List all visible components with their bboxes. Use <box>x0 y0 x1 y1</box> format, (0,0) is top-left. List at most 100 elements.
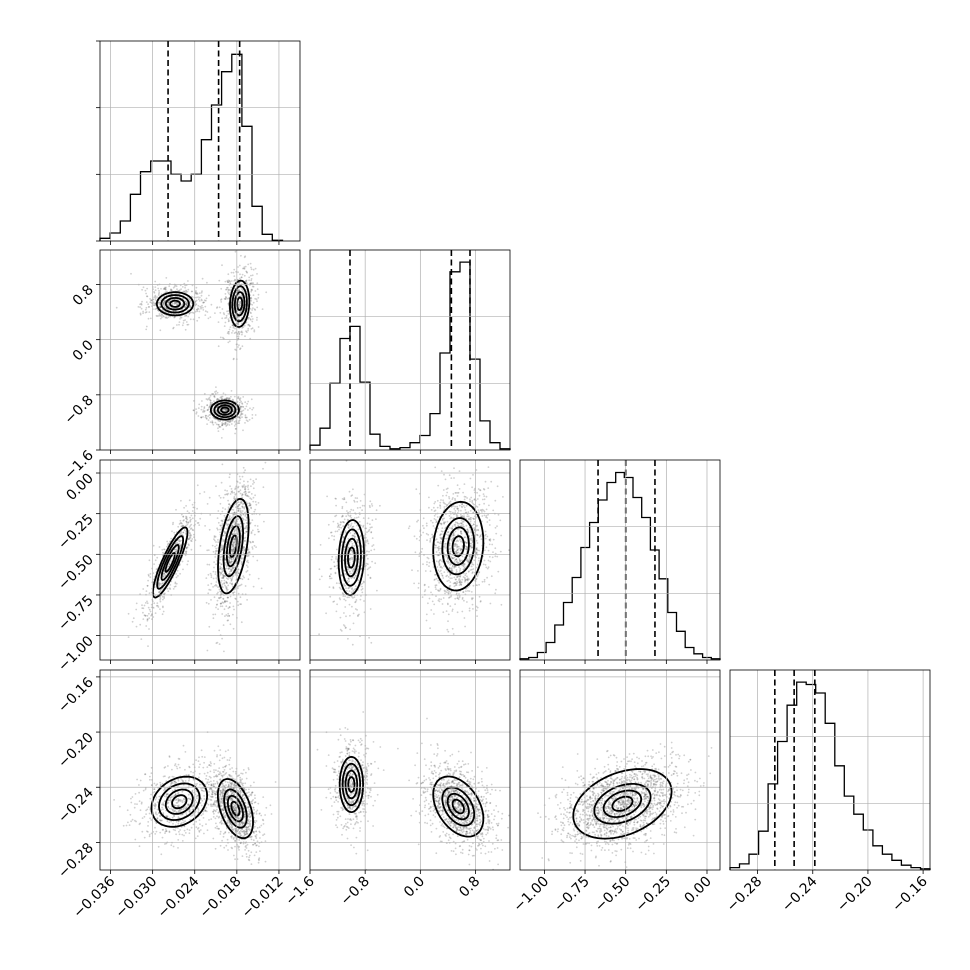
sample-point <box>219 790 222 793</box>
sample-point <box>252 268 255 271</box>
sample-point <box>165 316 168 319</box>
sample-point <box>185 315 188 317</box>
sample-point <box>244 488 246 491</box>
sample-point <box>246 486 249 488</box>
sample-point <box>174 543 177 545</box>
sample-point <box>182 568 184 571</box>
sample-point <box>188 312 191 314</box>
sample-point <box>240 405 242 408</box>
sample-point <box>203 761 206 764</box>
sample-point <box>252 487 255 490</box>
sample-point <box>230 797 233 800</box>
sample-point <box>222 598 225 600</box>
sample-point <box>163 572 166 575</box>
sample-point <box>238 475 241 478</box>
sample-point <box>212 803 215 806</box>
sample-point <box>215 409 217 412</box>
sample-point <box>234 571 237 574</box>
sample-point <box>226 420 229 423</box>
sample-point <box>205 418 208 420</box>
sample-point <box>240 412 243 414</box>
sample-point <box>181 286 184 288</box>
sample-point <box>223 297 226 300</box>
sample-point <box>217 827 220 830</box>
sample-point <box>239 347 242 350</box>
sample-point <box>240 501 243 504</box>
sample-point <box>217 591 219 594</box>
sample-point <box>203 410 206 412</box>
sample-point <box>249 793 252 796</box>
sample-point <box>141 288 144 291</box>
sample-point <box>204 299 207 302</box>
sample-point <box>148 311 151 313</box>
sample-point <box>219 524 222 527</box>
sample-point <box>183 519 185 521</box>
sample-point <box>150 603 153 606</box>
sample-point <box>224 408 227 411</box>
sample-point <box>222 577 225 579</box>
sample-point <box>224 814 227 817</box>
sample-point <box>165 277 168 279</box>
sample-point <box>224 615 226 617</box>
sample-point <box>221 422 224 424</box>
sample-point <box>228 820 231 823</box>
sample-point <box>181 779 184 782</box>
sample-point <box>224 298 227 300</box>
sample-point <box>234 778 236 781</box>
sample-point <box>250 279 253 282</box>
sample-point <box>234 809 237 812</box>
sample-point <box>171 782 174 784</box>
sample-point <box>202 416 204 418</box>
sample-point <box>205 577 208 579</box>
sample-point <box>159 819 162 822</box>
sample-point <box>232 777 235 780</box>
sample-point <box>240 779 242 782</box>
sample-point <box>191 806 193 808</box>
sample-point <box>177 778 180 781</box>
sample-point <box>232 399 235 402</box>
sample-point <box>221 605 224 608</box>
sample-point <box>236 397 239 399</box>
sample-point <box>168 301 170 303</box>
sample-point <box>210 784 213 787</box>
sample-point <box>263 520 265 523</box>
sample-point <box>216 781 219 784</box>
sample-point <box>244 833 247 836</box>
sample-point <box>245 485 247 488</box>
sample-point <box>256 840 259 843</box>
sample-point <box>222 835 225 838</box>
sample-point <box>207 584 210 586</box>
sample-point <box>237 422 240 424</box>
sample-point <box>159 589 162 591</box>
sample-point <box>225 493 228 495</box>
sample-point <box>148 559 151 562</box>
sample-point <box>222 807 225 809</box>
sample-point <box>214 552 217 554</box>
sample-point <box>223 582 226 584</box>
sample-point <box>152 301 155 303</box>
scatter-points <box>115 250 268 439</box>
sample-point <box>198 403 201 406</box>
sample-point <box>197 522 200 524</box>
sample-point <box>216 827 219 830</box>
sample-point <box>237 486 239 489</box>
sample-point <box>206 782 209 785</box>
sample-point <box>157 315 160 317</box>
sample-point <box>189 519 192 522</box>
sample-point <box>231 582 234 585</box>
sample-point <box>198 300 201 302</box>
sample-point <box>229 493 232 495</box>
sample-point <box>237 323 240 325</box>
sample-point <box>178 523 181 525</box>
sample-point <box>161 583 164 585</box>
sample-point <box>158 582 161 585</box>
sample-point <box>219 565 222 568</box>
sample-point <box>215 549 218 552</box>
sample-point <box>168 755 171 757</box>
sample-point <box>252 812 255 814</box>
sample-point <box>242 409 245 412</box>
sample-point <box>249 504 252 507</box>
sample-point <box>227 492 230 495</box>
sample-point <box>143 614 146 617</box>
sample-point <box>238 331 240 334</box>
